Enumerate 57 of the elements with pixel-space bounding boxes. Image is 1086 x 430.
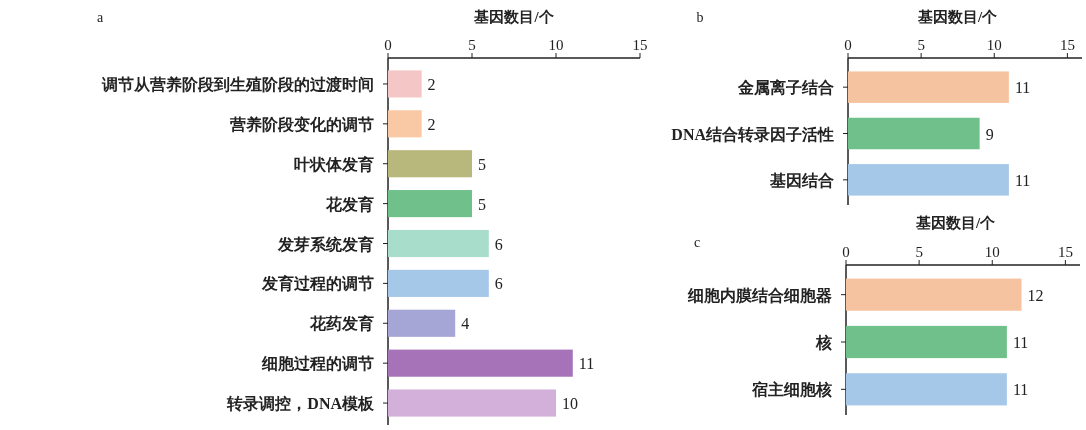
- y-tick-label: 核: [815, 334, 832, 351]
- x-axis-title: 基因数目/个: [473, 9, 555, 25]
- data-label: 9: [985, 125, 994, 143]
- bar: [388, 269, 489, 297]
- y-tick-label: 花药发育: [309, 314, 374, 333]
- data-label: 2: [427, 115, 436, 133]
- data-label: 10: [562, 395, 578, 413]
- x-axis-title: 基因数目/个: [915, 215, 997, 231]
- text: a: [96, 10, 104, 25]
- data-label: 12: [1027, 286, 1044, 304]
- y-tick-label: 金属离子结合: [737, 78, 834, 97]
- data-label: 2: [427, 75, 436, 93]
- data-label: 11: [578, 355, 595, 373]
- bar: [388, 70, 422, 98]
- bar: [388, 349, 573, 377]
- y-tick-label: 转录调控，DNA模板: [226, 395, 375, 413]
- y-tick-label: 细胞内膜结合细胞器: [687, 286, 832, 304]
- x-tick-label: 0: [844, 37, 852, 53]
- x-tick-label: 5: [917, 37, 925, 53]
- data-label: 5: [478, 155, 486, 173]
- bar: [388, 389, 556, 417]
- y-tick-label: 基因结合: [769, 171, 834, 189]
- bar: [388, 229, 489, 258]
- x-tick-label: 15: [1059, 37, 1075, 53]
- y-tick-label: 叶状体发育: [294, 154, 374, 173]
- data-label: 4: [461, 315, 470, 333]
- x-tick-label: 15: [1057, 244, 1073, 260]
- text: c: [693, 235, 701, 250]
- data-label: 5: [478, 195, 486, 213]
- y-tick-label: 营养阶段变化的调节: [229, 114, 374, 133]
- x-tick-label: 5: [468, 37, 476, 53]
- bar: [388, 190, 472, 218]
- data-label: 11: [1014, 79, 1031, 97]
- y-tick-label: 宿主细胞核: [751, 380, 832, 399]
- y-tick-label: 调节从营养阶段到生殖阶段的过渡时间: [101, 74, 374, 93]
- bar: [388, 150, 472, 178]
- y-tick-label: 发芽系统发育: [277, 234, 374, 253]
- text: b: [696, 10, 704, 25]
- data-label: 11: [1012, 334, 1029, 351]
- y-tick-label: 发育过程的调节: [261, 274, 374, 293]
- x-tick-label: 10: [984, 244, 1000, 260]
- bar: [388, 309, 456, 337]
- data-label: 6: [494, 275, 503, 293]
- x-tick-label: 0: [384, 37, 392, 53]
- x-tick-label: 5: [915, 244, 923, 260]
- bar: [388, 110, 422, 138]
- x-tick-label: 10: [548, 37, 564, 53]
- data-label: 11: [1012, 381, 1029, 399]
- x-tick-label: 0: [842, 244, 850, 260]
- x-tick-label: 15: [632, 37, 648, 53]
- y-tick-label: 细胞过程的调节: [261, 355, 374, 373]
- x-tick-label: 10: [986, 37, 1002, 53]
- y-tick-label: 花发育: [325, 194, 374, 213]
- data-label: 11: [1014, 171, 1031, 189]
- x-axis-title: 基因数目/个: [917, 9, 999, 25]
- y-tick-label: DNA结合转录因子活性: [671, 125, 834, 143]
- data-label: 6: [494, 235, 503, 253]
